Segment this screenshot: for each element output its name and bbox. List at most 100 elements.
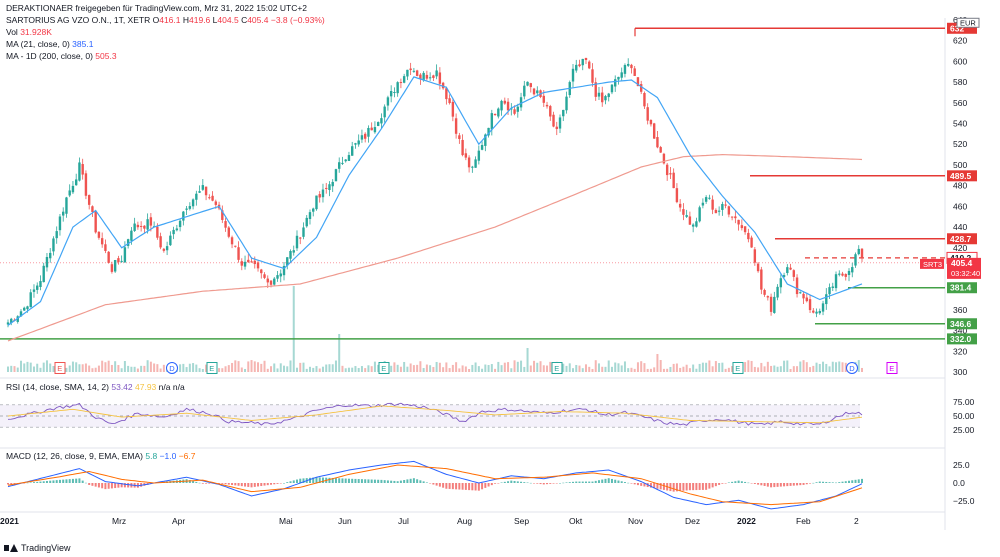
candle-body xyxy=(282,265,286,276)
price-pane-bg xyxy=(0,18,945,378)
candle-body xyxy=(503,100,507,104)
candle-body xyxy=(808,299,812,311)
candle-body xyxy=(354,143,357,145)
candle-body xyxy=(555,126,558,130)
candle-body xyxy=(68,190,71,196)
candle-body xyxy=(594,82,597,97)
volume-bar xyxy=(656,354,659,372)
macd-histogram-bar xyxy=(487,483,490,487)
volume-bar xyxy=(526,348,529,372)
volume-bar xyxy=(825,363,828,372)
macd-histogram-bar xyxy=(380,479,383,483)
candle-body xyxy=(308,212,312,220)
macd-histogram-bar xyxy=(562,482,565,484)
volume-bar xyxy=(205,364,208,372)
candle-body xyxy=(55,231,58,239)
candle-body xyxy=(201,185,205,190)
macd-histogram-bar xyxy=(708,483,711,489)
macd-histogram-bar xyxy=(796,483,799,486)
volume-bar xyxy=(419,361,422,372)
candle-body xyxy=(669,173,672,175)
candle-body xyxy=(860,248,864,259)
volume-bar xyxy=(182,363,185,372)
candle-body xyxy=(662,153,666,164)
macd-histogram-bar xyxy=(318,477,321,483)
price-tick-label: 520 xyxy=(953,139,967,149)
volume-bar xyxy=(500,365,503,372)
candle-body xyxy=(526,81,529,86)
candle-body xyxy=(143,225,146,229)
volume-bar xyxy=(185,367,188,372)
macd-histogram-bar xyxy=(549,483,552,484)
candle-body xyxy=(295,235,299,249)
volume-bar xyxy=(325,364,328,372)
candle-body xyxy=(347,155,351,161)
volume-bar xyxy=(640,361,643,372)
volume-bar xyxy=(360,366,363,372)
volume-bar xyxy=(461,365,464,372)
candle-body xyxy=(100,238,104,245)
candle-body xyxy=(766,296,770,298)
candle-body xyxy=(737,219,740,225)
volume-bar xyxy=(614,362,617,372)
volume-bar xyxy=(789,368,792,372)
volume-bar xyxy=(399,366,402,372)
candle-body xyxy=(139,225,143,227)
volume-bar xyxy=(29,362,32,372)
volume-bar xyxy=(727,367,730,372)
macd-histogram-bar xyxy=(802,483,805,485)
candle-body xyxy=(480,144,484,150)
macd-histogram-bar xyxy=(75,478,78,483)
macd-histogram-bar xyxy=(52,480,55,483)
candle-body xyxy=(376,122,380,127)
macd-histogram-bar xyxy=(393,480,396,483)
candle-body xyxy=(269,280,273,285)
volume-bar xyxy=(581,368,584,372)
macd-histogram-bar xyxy=(390,480,393,483)
candle-body xyxy=(558,117,562,129)
volume-bar xyxy=(503,362,506,372)
candle-body xyxy=(727,206,731,215)
macd-histogram-bar xyxy=(409,478,412,483)
candle-body xyxy=(334,169,338,182)
volume-bar xyxy=(649,368,652,372)
macd-histogram-bar xyxy=(442,483,445,488)
candle-body xyxy=(211,195,214,201)
volume-bar xyxy=(10,365,13,372)
volume-bar xyxy=(578,365,581,372)
macd-histogram-bar xyxy=(120,483,123,488)
volume-bar xyxy=(218,368,221,372)
macd-histogram-bar xyxy=(192,480,195,483)
price-tick-label: 460 xyxy=(953,201,967,211)
candle-body xyxy=(78,162,81,181)
candle-body xyxy=(734,216,737,219)
volume-bar xyxy=(796,366,799,372)
macd-histogram-bar xyxy=(399,480,402,483)
candle-body xyxy=(516,106,520,112)
candle-body xyxy=(581,58,584,66)
candle-body xyxy=(74,179,78,186)
candle-body xyxy=(253,260,256,265)
macd-histogram-bar xyxy=(104,483,107,490)
macd-histogram-bar xyxy=(88,483,91,485)
volume-bar xyxy=(75,362,78,372)
candle-body xyxy=(652,123,656,139)
volume-bar xyxy=(630,367,633,372)
macd-histogram-bar xyxy=(253,483,256,487)
candle-body xyxy=(795,277,799,295)
volume-bar xyxy=(344,368,347,372)
candle-body xyxy=(23,307,26,311)
candle-body xyxy=(782,275,786,277)
volume-bar xyxy=(688,368,691,372)
volume-bar xyxy=(565,365,568,372)
macd-histogram-bar xyxy=(260,483,263,487)
macd-histogram-bar xyxy=(354,478,357,483)
price-level-label: 428.7 xyxy=(950,234,972,244)
macd-histogram-bar xyxy=(458,483,461,490)
volume-bar xyxy=(610,366,613,372)
candle-body xyxy=(45,257,49,268)
volume-bar xyxy=(149,361,152,372)
volume-bar xyxy=(805,362,808,372)
volume-bar xyxy=(36,363,39,372)
x-tick-label: Okt xyxy=(569,516,583,526)
